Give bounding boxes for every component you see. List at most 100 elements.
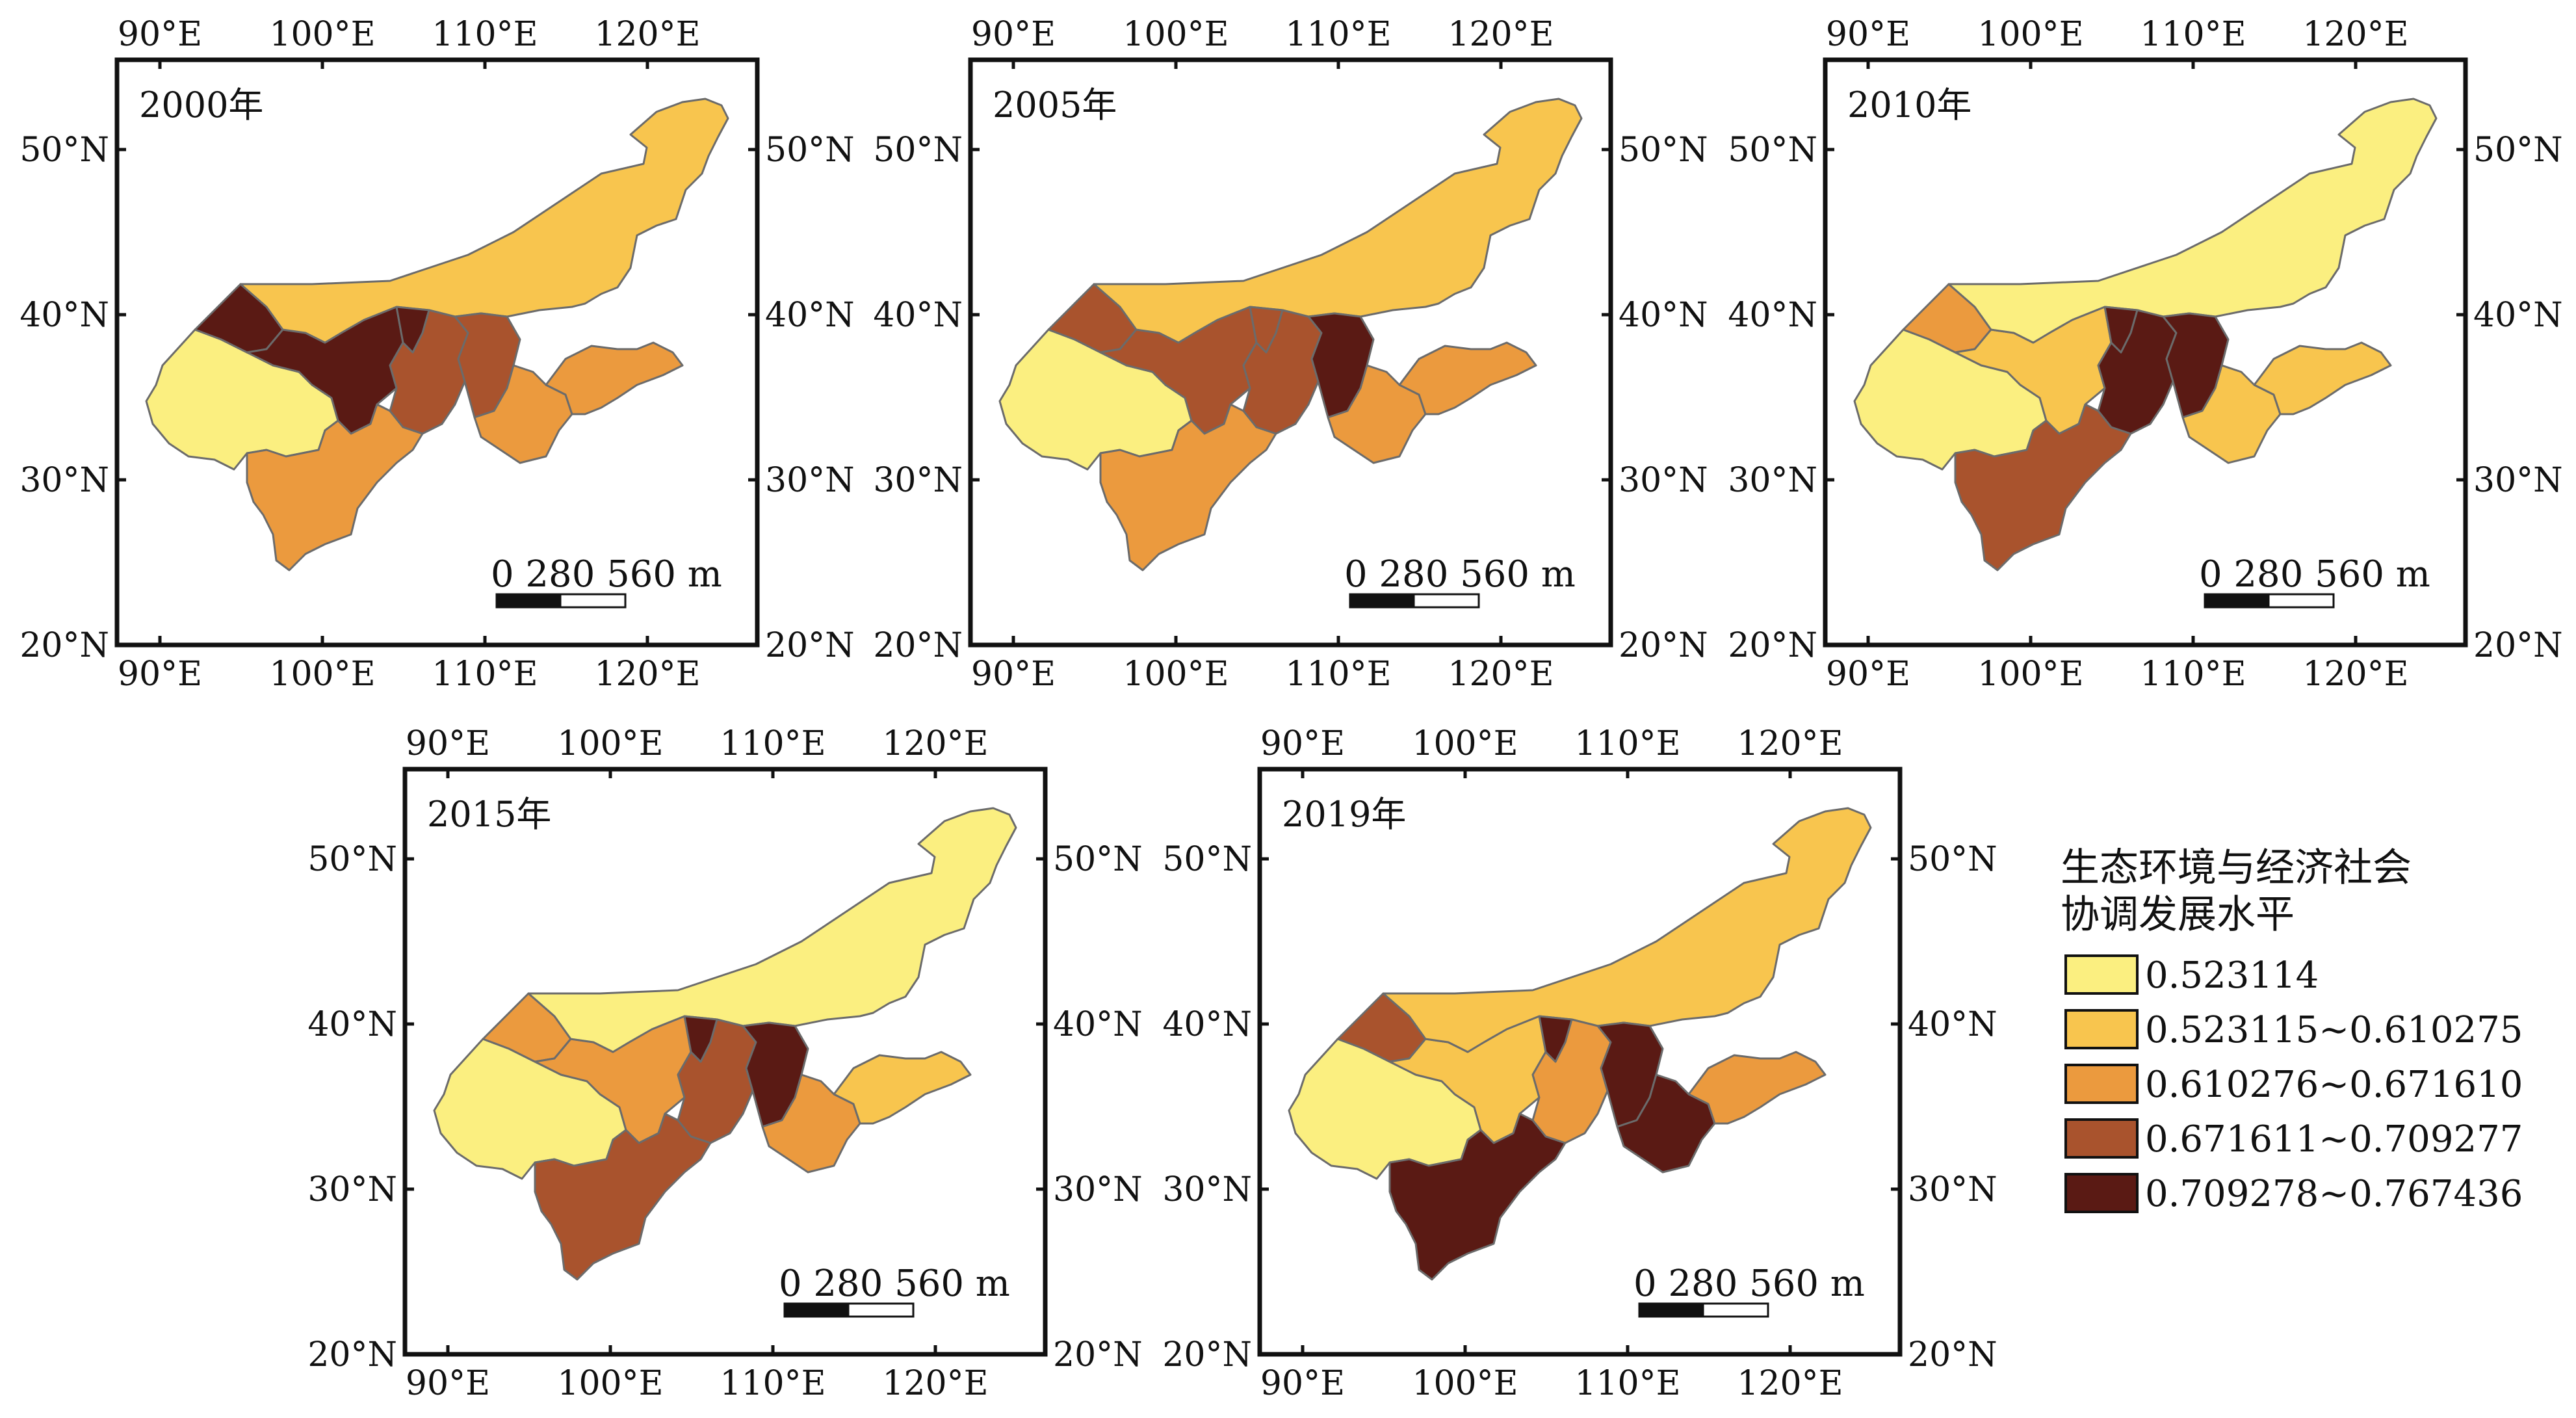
legend-swatch-1 <box>2064 954 2139 995</box>
province-innermongolia <box>527 807 1017 1053</box>
scale-bar-label: 0 280 560 m <box>2199 553 2430 596</box>
legend-title-line2: 协调发展水平 <box>2061 892 2295 938</box>
province-ningxia <box>1249 306 1284 354</box>
scale-bar-black <box>2204 593 2270 609</box>
province-sichuan <box>246 403 424 571</box>
lon-label-bottom: 100°E <box>557 1364 663 1403</box>
lon-label-top: 90°E <box>1826 15 1910 54</box>
lon-label-top: 100°E <box>1412 724 1518 763</box>
legend-swatch-3 <box>2064 1064 2139 1104</box>
panel-year-label: 2000年 <box>139 85 263 125</box>
lon-label-bottom: 110°E <box>720 1364 826 1403</box>
scale-bar-white <box>1412 593 1480 609</box>
lon-label-bottom: 120°E <box>594 655 700 694</box>
lon-label-bottom: 120°E <box>2302 655 2408 694</box>
lon-label-top: 120°E <box>594 15 700 54</box>
province-ningxia <box>2103 306 2139 354</box>
lat-label-right: 50°N <box>1619 131 1708 170</box>
lat-label-left: 20°N <box>873 626 963 665</box>
scale-bar-white <box>847 1302 915 1318</box>
lat-label-right: 30°N <box>765 461 855 500</box>
legend-swatch-5 <box>2064 1173 2139 1213</box>
panel-year-label: 2010年 <box>1847 85 1971 125</box>
lon-label-top: 100°E <box>557 724 663 763</box>
lon-label-top: 110°E <box>2140 15 2246 54</box>
lat-label-right: 30°N <box>1908 1170 1997 1209</box>
legend: 生态环境与经济社会 协调发展水平 0.523114 0.523115~0.610… <box>2061 845 2523 1215</box>
lon-label-top: 120°E <box>1737 724 1843 763</box>
lat-label-right: 40°N <box>1053 1005 1143 1044</box>
province-shandong <box>545 341 684 415</box>
legend-swatch-2 <box>2064 1009 2139 1049</box>
province-innermongolia <box>239 98 729 344</box>
map-panel-1: 2000年 0 280 560 m 90°E 90°E 100°E 100°E 110°E 1… <box>20 15 854 694</box>
lat-label-left: 30°N <box>873 461 963 500</box>
lon-label-bottom: 90°E <box>971 655 1056 694</box>
lat-label-right: 50°N <box>1053 840 1143 879</box>
lat-label-left: 30°N <box>307 1170 397 1209</box>
legend-swatch-4 <box>2064 1118 2139 1159</box>
lat-label-left: 30°N <box>1162 1170 1252 1209</box>
scale-bar-white <box>2267 593 2335 609</box>
lat-label-right: 50°N <box>1908 840 1997 879</box>
lat-label-left: 20°N <box>1728 626 1817 665</box>
lat-label-right: 50°N <box>2473 131 2563 170</box>
province-shandong <box>833 1051 972 1125</box>
lat-label-right: 50°N <box>765 131 855 170</box>
province-sichuan <box>1099 403 1277 571</box>
map-panels: 2000年 0 280 560 m 90°E 90°E 100°E 100°E 110°E 1… <box>20 15 2562 1403</box>
lon-label-bottom: 110°E <box>1574 1364 1680 1403</box>
map-panel-5: 2019年 0 280 560 m 90°E 90°E 100°E 100°E 110°E 1… <box>1162 724 1997 1403</box>
scale-bar-label: 0 280 560 m <box>779 1263 1010 1305</box>
lat-label-left: 20°N <box>20 626 109 665</box>
province-sichuan <box>1954 403 2132 571</box>
lat-label-left: 30°N <box>1728 461 1817 500</box>
lat-label-left: 30°N <box>20 461 109 500</box>
lat-label-left: 40°N <box>873 296 963 335</box>
lon-label-top: 90°E <box>118 15 202 54</box>
lon-label-top: 120°E <box>2302 15 2408 54</box>
lat-label-right: 30°N <box>1053 1170 1143 1209</box>
lon-label-bottom: 110°E <box>2140 655 2246 694</box>
map-panel-3: 2010年 0 280 560 m 90°E 90°E 100°E 100°E 110°E 1… <box>1728 15 2562 694</box>
province-sichuan <box>1388 1112 1567 1281</box>
lat-label-left: 50°N <box>307 840 397 879</box>
legend-title-line1: 生态环境与经济社会 <box>2061 845 2412 891</box>
legend-item-3: 0.610276~0.671610 <box>2064 1064 2523 1106</box>
panel-year-label: 2015年 <box>427 794 551 835</box>
lon-label-bottom: 120°E <box>1737 1364 1843 1403</box>
lon-label-bottom: 100°E <box>1977 655 2083 694</box>
legend-item-4: 0.671611~0.709277 <box>2064 1118 2523 1161</box>
lat-label-right: 20°N <box>1053 1335 1143 1374</box>
panel-year-label: 2005年 <box>993 85 1117 125</box>
lat-label-left: 50°N <box>1728 131 1817 170</box>
province-innermongolia <box>1382 807 1872 1053</box>
scale-bar-white <box>559 593 627 609</box>
scale-bar-label: 0 280 560 m <box>1633 1263 1865 1305</box>
legend-label-5: 0.709278~0.767436 <box>2145 1173 2523 1215</box>
scale-bar-white <box>1702 1302 1769 1318</box>
lon-label-top: 120°E <box>1448 15 1554 54</box>
province-shandong <box>1398 341 1537 415</box>
lon-label-bottom: 120°E <box>882 1364 988 1403</box>
lon-label-top: 90°E <box>406 724 490 763</box>
lat-label-left: 40°N <box>1728 296 1817 335</box>
lat-label-left: 20°N <box>307 1335 397 1374</box>
legend-label-3: 0.610276~0.671610 <box>2145 1064 2523 1106</box>
lat-label-right: 40°N <box>1908 1005 1997 1044</box>
map-panel-4: 2015年 0 280 560 m 90°E 90°E 100°E 100°E 110°E 1… <box>307 724 1142 1403</box>
scale-bar-black <box>1638 1302 1704 1318</box>
legend-item-5: 0.709278~0.767436 <box>2064 1173 2523 1215</box>
legend-label-1: 0.523114 <box>2145 954 2319 997</box>
lon-label-top: 110°E <box>720 724 826 763</box>
province-ningxia <box>683 1015 718 1063</box>
lat-label-right: 40°N <box>2473 296 2563 335</box>
province-shandong <box>1687 1051 1827 1125</box>
lat-label-right: 30°N <box>2473 461 2563 500</box>
scale-bar-label: 0 280 560 m <box>491 553 722 596</box>
lat-label-left: 40°N <box>307 1005 397 1044</box>
map-panel-2: 2005年 0 280 560 m 90°E 90°E 100°E 100°E 110°E 1… <box>873 15 1708 694</box>
scale-bar-label: 0 280 560 m <box>1344 553 1576 596</box>
lat-label-right: 20°N <box>765 626 855 665</box>
